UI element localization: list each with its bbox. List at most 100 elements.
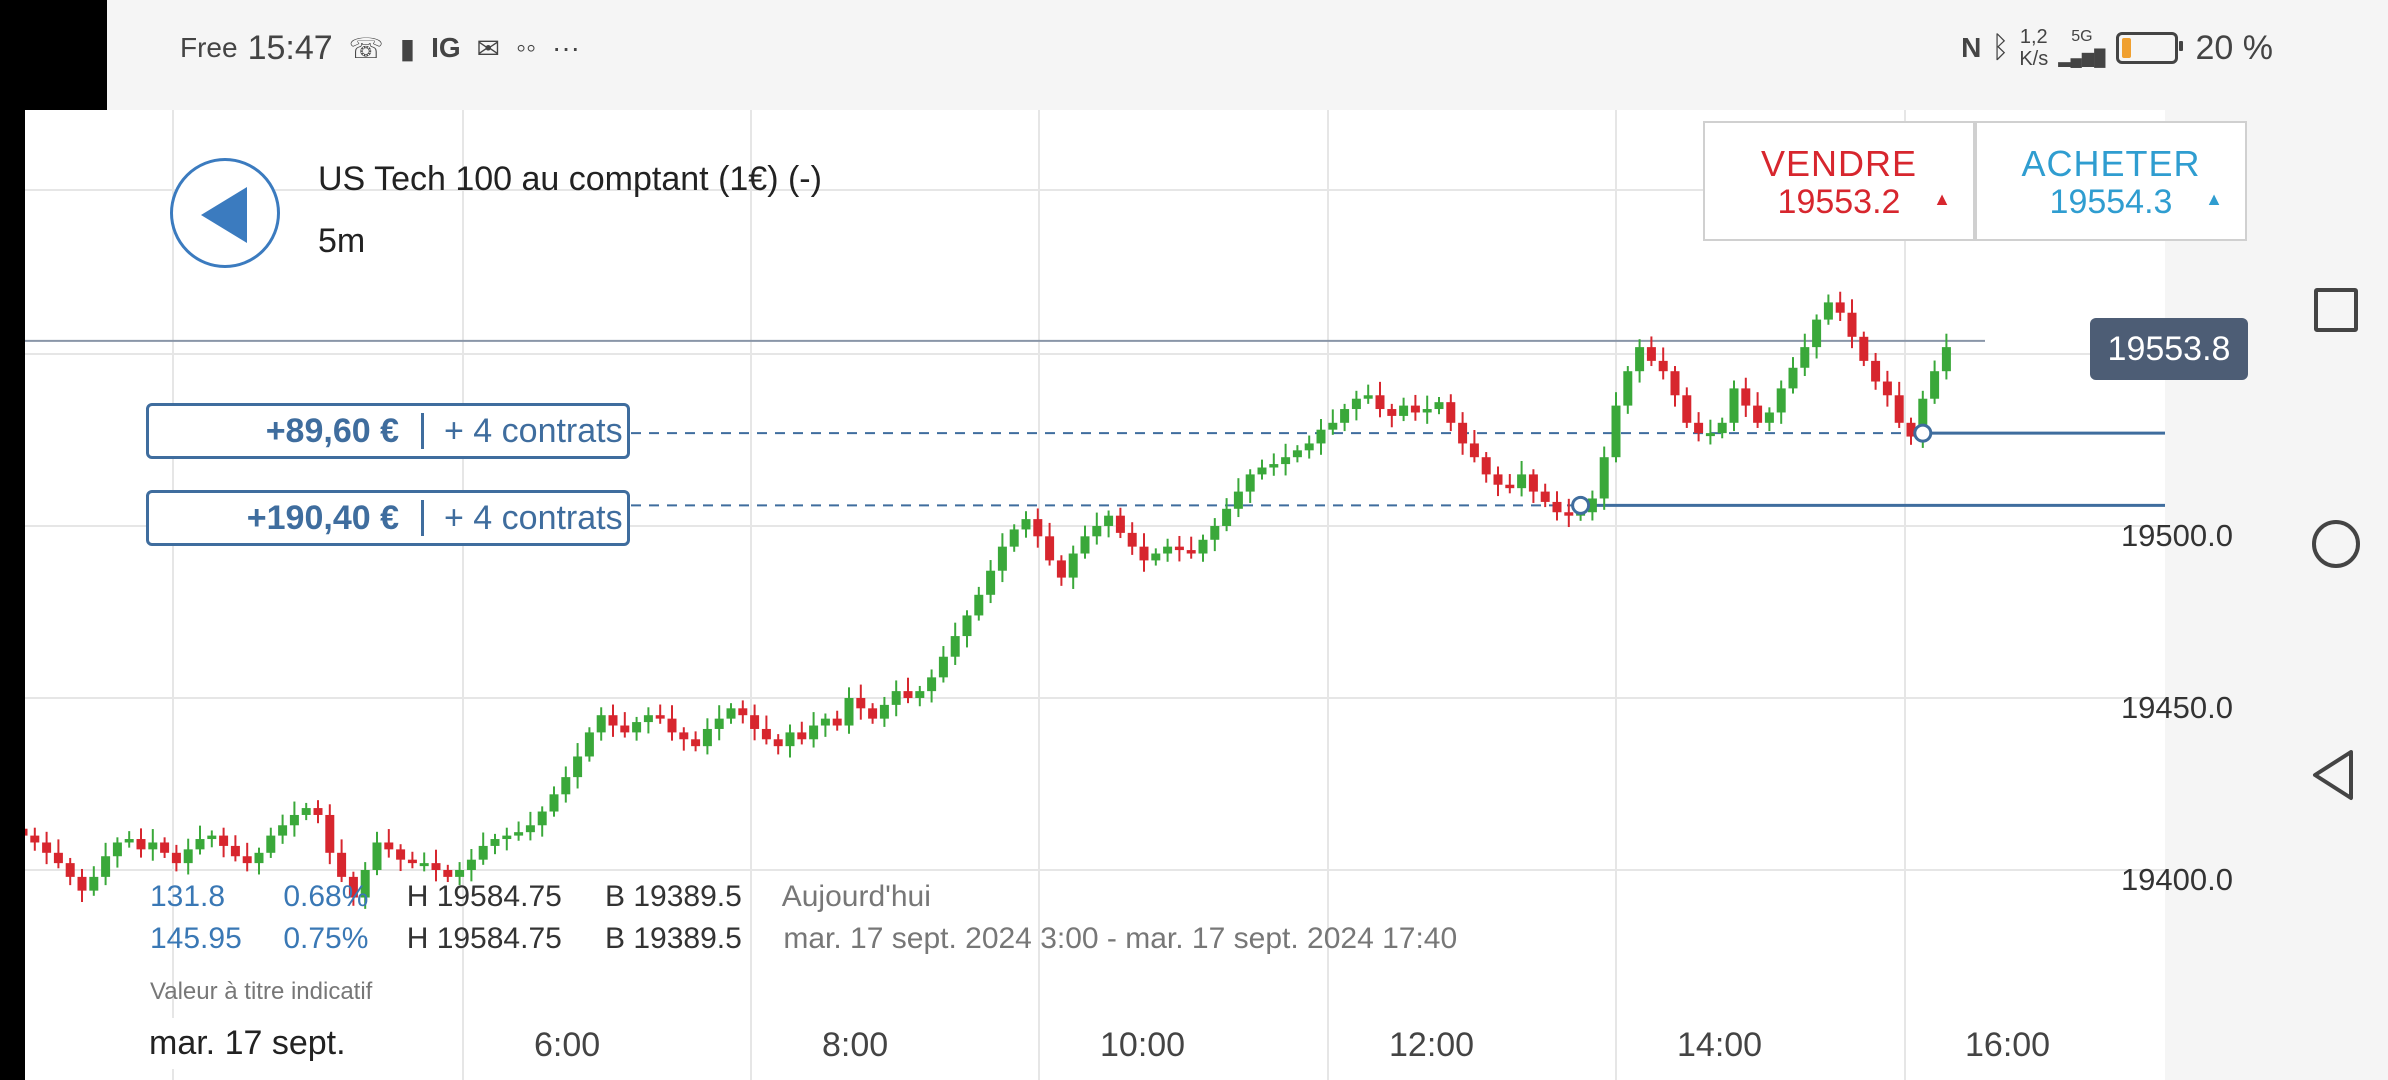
candle-body (785, 732, 795, 747)
candle-body (1882, 381, 1892, 396)
candle-body (25, 828, 28, 836)
candle-body (632, 722, 642, 733)
candle-body (1906, 422, 1916, 437)
candle-body (42, 842, 52, 853)
candle-body (1269, 464, 1279, 468)
candle-body (1422, 409, 1432, 413)
candle-body (1729, 388, 1739, 423)
candle-body (1564, 512, 1574, 516)
candle-body (148, 842, 158, 850)
candle-body (242, 856, 252, 864)
back-button[interactable] (170, 158, 280, 268)
candle-body (832, 718, 842, 726)
candle-body (1080, 536, 1090, 554)
candle-body (1363, 395, 1373, 399)
candle-body (950, 636, 960, 657)
battery-level (2121, 38, 2131, 58)
x-tick-label: 12:00 (1389, 1026, 1475, 1064)
candle-body (1941, 347, 1951, 372)
candle-body (77, 876, 87, 891)
candle-body (1127, 532, 1137, 547)
candle-body (313, 808, 323, 815)
buy-button[interactable]: ACHETER 19554.3 ▲ (1975, 121, 2247, 241)
candle-body (360, 870, 370, 898)
candle-body (1705, 433, 1715, 437)
candle-body (1847, 312, 1857, 337)
candle-body (596, 715, 606, 733)
candle-body (1410, 405, 1420, 413)
candle-body (1316, 429, 1326, 444)
candle-body (1552, 501, 1562, 513)
position-separator (421, 500, 424, 536)
stat-percent: 0.68% (283, 880, 369, 913)
position-box[interactable]: +190,40 € + 4 contrats (146, 490, 630, 546)
candle-body (1694, 422, 1704, 434)
entry-marker (1571, 495, 1591, 515)
y-tick-label: 19500.0 (2120, 518, 2233, 553)
battery-percent: 20 % (2195, 28, 2274, 67)
candle-body (1281, 457, 1291, 465)
candle-body (1056, 560, 1066, 578)
candle-body (726, 708, 736, 719)
candle-body (1788, 367, 1798, 389)
position-pnl: +89,60 € (265, 411, 399, 450)
candle-body (1210, 526, 1220, 540)
buy-price: 19554.3 (2049, 183, 2173, 221)
candle-body (514, 832, 524, 836)
candle-body (1340, 409, 1350, 423)
candle-body (1493, 474, 1503, 485)
x-tick-label: 10:00 (1100, 1026, 1186, 1064)
position-box[interactable]: +89,60 € + 4 contrats (146, 403, 630, 459)
candle-body (337, 852, 347, 877)
status-bar-right: N ᛒ 1,2 K/s 5G ▂▄▆█ 20 % (1961, 26, 2273, 70)
carrier-label: Free (180, 32, 238, 63)
candle-body (820, 718, 830, 726)
buy-up-arrow-icon: ▲ (2205, 189, 2223, 209)
stat-change: 145.95 (150, 922, 242, 955)
candle-body (1835, 302, 1845, 313)
x-date-label: mar. 17 sept. (135, 1018, 360, 1069)
stats-row-range: 145.95 0.75% H 19584.75 B 19389.5 mar. 1… (150, 922, 1457, 956)
candle-body (1375, 395, 1385, 410)
candle-body (879, 704, 889, 719)
candle-body (1304, 443, 1314, 451)
nav-back-icon[interactable] (2311, 748, 2355, 802)
candle-body (537, 811, 547, 826)
candle-body (1174, 546, 1184, 551)
interval-selector[interactable]: 5m (318, 222, 366, 260)
bluetooth-icon: ᛒ (1991, 31, 2010, 64)
candlestick-chart[interactable] (25, 110, 2165, 1080)
candle-body (938, 656, 948, 678)
candle-body (254, 852, 264, 864)
candle-body (89, 876, 99, 891)
candle-body (230, 845, 240, 857)
candle-body (372, 842, 382, 870)
candle-body (136, 839, 146, 850)
candle-body (655, 715, 665, 719)
stat-low: B 19389.5 (605, 880, 742, 913)
instrument-title: US Tech 100 au comptant (1€) (-) (318, 160, 822, 198)
candle-body (1800, 347, 1810, 368)
candle-body (1399, 405, 1409, 416)
network-speed: 1,2 K/s (2019, 26, 2048, 70)
candle-body (1446, 402, 1456, 423)
candle-body (301, 808, 311, 815)
candle-body (431, 863, 441, 870)
candle-body (643, 715, 653, 723)
candle-body (809, 725, 819, 740)
candle-body (1753, 405, 1763, 423)
candle-body (868, 708, 878, 719)
candle-body (1387, 409, 1397, 416)
candle-body (1104, 515, 1114, 526)
home-icon[interactable] (2312, 520, 2360, 568)
recents-icon[interactable] (2314, 288, 2358, 332)
signal-label: 5G (2071, 28, 2093, 45)
candle-body (124, 839, 134, 843)
candle-body (1068, 553, 1078, 578)
candle-body (1222, 508, 1232, 526)
y-tick-label: 19450.0 (2120, 690, 2233, 725)
battery-saver-icon: ▮ (399, 32, 416, 64)
sell-button[interactable]: VENDRE 19553.2 ▲ (1703, 121, 1975, 241)
chart-area[interactable] (25, 110, 2165, 1080)
candle-body (679, 732, 689, 740)
